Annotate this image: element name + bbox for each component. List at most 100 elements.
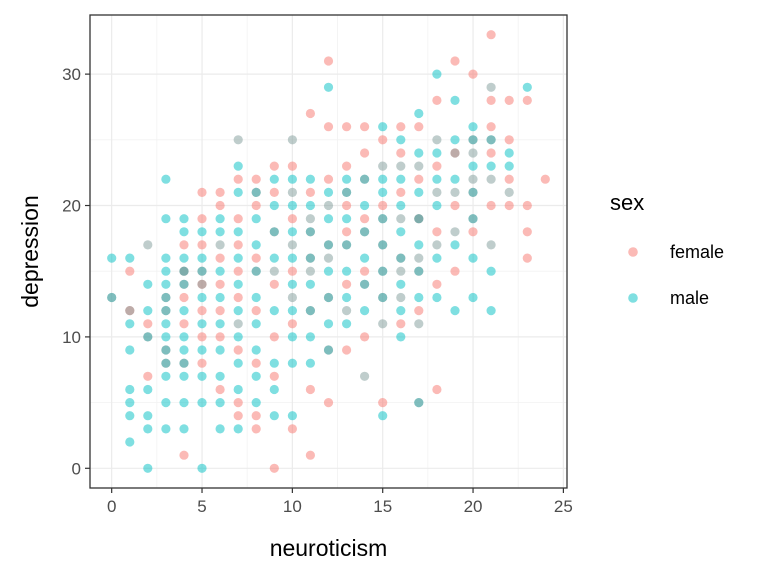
male-point: [143, 332, 153, 342]
male-point: [179, 424, 189, 434]
female-point: [251, 200, 261, 211]
male-point: [251, 187, 261, 197]
male-point: [197, 371, 207, 381]
male-point: [360, 253, 370, 263]
female-point: [179, 292, 189, 303]
male-point: [125, 319, 135, 329]
female-point: [269, 161, 279, 171]
legend-male-label: male: [670, 288, 709, 308]
male-point: [233, 358, 243, 368]
overlap-point: [179, 266, 189, 276]
male-point: [323, 187, 334, 197]
male-point: [161, 266, 171, 276]
male-point: [305, 253, 315, 263]
female-point: [342, 122, 352, 132]
male-point: [269, 358, 279, 368]
male-point: [504, 148, 514, 158]
y-axis-title: depression: [17, 195, 43, 308]
male-point: [305, 200, 315, 211]
overlap-point: [450, 187, 460, 197]
female-point: [486, 30, 496, 40]
legend-female-marker: [628, 247, 638, 257]
female-point: [504, 174, 514, 184]
male-point: [305, 332, 315, 342]
overlap-point: [342, 306, 352, 316]
y-tick-label: 0: [72, 459, 81, 478]
legend-male-marker: [628, 293, 638, 303]
male-point: [378, 122, 388, 132]
overlap-point: [233, 135, 243, 145]
y-axis: 0 10 20 30: [62, 65, 90, 478]
male-point: [504, 161, 514, 171]
female-point: [486, 200, 496, 211]
female-point: [143, 319, 153, 329]
overlap-point: [450, 227, 460, 237]
female-point: [251, 411, 261, 421]
male-point: [251, 319, 261, 329]
male-point: [468, 161, 478, 171]
overlap-point: [414, 253, 424, 263]
overlap-point: [125, 306, 135, 316]
overlap-point: [504, 187, 514, 197]
male-point: [323, 214, 334, 224]
female-point: [414, 306, 424, 316]
male-point: [161, 279, 171, 289]
legend-female-label: female: [670, 242, 724, 262]
male-point: [233, 424, 243, 434]
y-tick-label: 20: [62, 197, 81, 216]
female-point: [342, 161, 352, 171]
male-point: [233, 253, 243, 263]
male-point: [251, 345, 261, 355]
male-point: [161, 214, 171, 224]
male-point: [125, 384, 135, 395]
female-point: [522, 95, 532, 105]
overlap-point: [305, 266, 315, 276]
female-point: [269, 463, 279, 473]
overlap-point: [378, 214, 388, 224]
female-point: [287, 161, 297, 171]
male-point: [305, 227, 315, 237]
male-point: [269, 253, 279, 263]
female-point: [378, 135, 388, 145]
female-point: [504, 95, 514, 105]
male-point: [414, 148, 424, 158]
male-point: [269, 227, 279, 237]
male-point: [486, 266, 496, 276]
male-point: [215, 319, 225, 329]
male-point: [215, 292, 225, 303]
female-point: [233, 240, 243, 250]
male-point: [179, 253, 189, 263]
overlap-point: [378, 161, 388, 171]
male-point: [432, 69, 442, 79]
female-point: [450, 56, 460, 66]
overlap-point: [360, 174, 370, 184]
male-point: [215, 266, 225, 276]
male-point: [450, 95, 460, 105]
female-point: [269, 371, 279, 381]
female-point: [360, 266, 370, 276]
male-point: [233, 187, 243, 197]
male-point: [269, 384, 279, 395]
female-point: [342, 227, 352, 237]
male-point: [161, 424, 171, 434]
female-point: [522, 253, 532, 263]
overlap-point: [107, 292, 117, 303]
male-point: [360, 200, 370, 211]
female-point: [197, 240, 207, 250]
male-point: [197, 292, 207, 303]
overlap-point: [233, 319, 243, 329]
female-point: [233, 266, 243, 276]
overlap-point: [251, 266, 261, 276]
overlap-point: [143, 240, 153, 250]
female-point: [269, 279, 279, 289]
male-point: [179, 398, 189, 408]
female-point: [233, 292, 243, 303]
female-point: [342, 200, 352, 211]
male-point: [305, 358, 315, 368]
male-point: [414, 108, 424, 119]
female-point: [251, 424, 261, 434]
overlap-point: [486, 135, 496, 145]
male-point: [125, 398, 135, 408]
male-point: [197, 463, 207, 473]
female-point: [323, 122, 334, 132]
